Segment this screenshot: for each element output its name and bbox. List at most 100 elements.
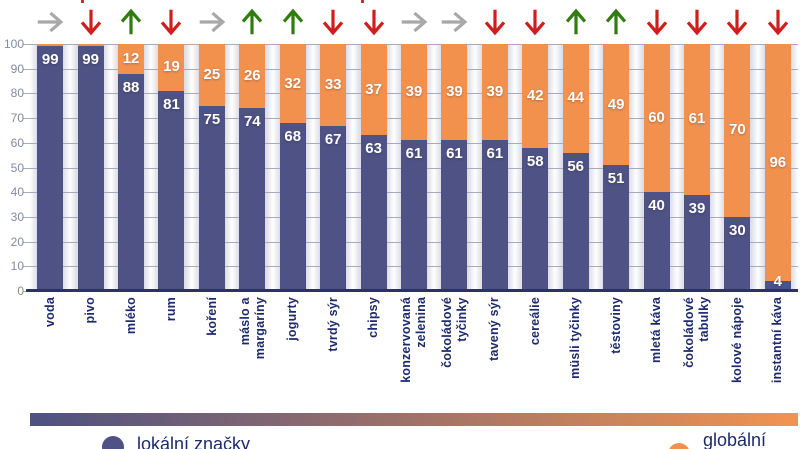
category-label: koření <box>204 297 219 336</box>
category-label: cereálie <box>527 297 542 346</box>
segment-global <box>118 44 145 74</box>
trend-arrow-right-icon <box>394 3 434 41</box>
value-label-global: 96 <box>769 153 787 171</box>
trend-arrow-down-icon <box>475 3 515 41</box>
trend-arrow-down-icon <box>151 3 191 41</box>
category-label: kolové nápoje <box>730 297 744 383</box>
bar-stack: 99 <box>77 44 104 291</box>
category-label-row: voda pivo mléko rum koření máslo a margaríny j… <box>30 297 798 411</box>
category-cell: müsli tyčinky <box>555 297 595 411</box>
y-tick-label: 40 <box>10 185 24 200</box>
segment-local <box>481 140 508 291</box>
plot-area: 99 99 12 88 19 81 25 75 26 74 32 68 33 67 37 63 39 61 39 61… <box>23 44 799 292</box>
category-label: mléko <box>123 297 138 335</box>
trend-arrow-down-icon <box>677 3 717 41</box>
trend-arrow-right-icon <box>30 3 70 41</box>
bar-stack: 70 30 <box>724 44 751 291</box>
value-label-local: 61 <box>446 145 463 163</box>
bar-stack: 33 67 <box>320 44 347 291</box>
category-label: tavený sýr <box>487 297 502 361</box>
trend-arrow-up-icon <box>111 3 151 41</box>
bar-12: 39 61 <box>475 44 515 291</box>
segment-global <box>401 44 427 141</box>
value-label-local: 61 <box>405 145 423 163</box>
bar-stack: 96 4 <box>764 44 791 291</box>
trend-arrow-down-icon <box>353 3 393 41</box>
legend-dot-local-icon <box>102 436 124 449</box>
category-cell: čokoládové tyčinky <box>434 297 474 411</box>
value-label-global: 32 <box>284 74 302 92</box>
category-cell: mletá káva <box>636 297 676 411</box>
bar-18: 70 30 <box>717 44 757 291</box>
trend-arrow-right-icon <box>192 3 232 41</box>
bar-15: 49 51 <box>596 44 636 291</box>
category-cell: jogurty <box>273 297 313 411</box>
trend-arrow-row <box>30 3 798 41</box>
value-label-local: 99 <box>82 51 99 69</box>
category-cell: koření <box>192 297 232 411</box>
category-cell: čokoládové tabulky <box>677 297 717 411</box>
value-label-global: 39 <box>405 83 423 101</box>
value-label-local: 51 <box>607 170 625 188</box>
bar-6: 26 74 <box>232 44 272 291</box>
segment-local <box>239 108 266 291</box>
segment-global <box>643 44 670 193</box>
category-cell: voda <box>30 297 70 411</box>
value-label-local: 56 <box>567 157 585 175</box>
bar-series: 99 99 12 88 19 81 25 75 26 74 32 68 33 67 37 63 39 61 39 61… <box>30 44 798 291</box>
category-cell: cereálie <box>515 297 555 411</box>
value-label-global: 33 <box>324 75 342 93</box>
category-label: máslo a margaríny <box>237 297 267 360</box>
bar-1: 99 <box>30 44 70 291</box>
bar-stack: 37 63 <box>360 44 387 291</box>
category-label: voda <box>42 297 57 327</box>
bar-5: 25 75 <box>192 44 232 291</box>
value-label-local: 68 <box>284 128 302 146</box>
category-cell: instantní káva <box>758 297 798 411</box>
category-label: čokoládové tabulky <box>682 297 711 368</box>
category-cell: tavený sýr <box>475 297 515 411</box>
category-label: instantní káva <box>770 297 785 384</box>
category-cell: kolové nápoje <box>717 297 757 411</box>
trend-arrow-up-icon <box>232 3 272 41</box>
segment-global <box>77 44 104 47</box>
bar-4: 19 81 <box>151 44 191 291</box>
value-label-local: 63 <box>365 140 382 158</box>
category-label: jogurty <box>285 297 300 341</box>
value-label-local: 75 <box>203 110 221 128</box>
category-cell: máslo a margaríny <box>232 297 272 411</box>
segment-local <box>562 152 589 291</box>
y-tick-label: 20 <box>10 234 24 249</box>
y-tick-label: 50 <box>10 160 24 175</box>
bar-14: 44 56 <box>555 44 595 291</box>
trend-arrow-down-icon <box>636 3 676 41</box>
segment-local <box>118 73 145 291</box>
segment-global <box>320 44 347 126</box>
bar-stack: 25 75 <box>198 44 225 291</box>
value-label-local: 61 <box>486 145 504 163</box>
segment-global <box>522 44 549 148</box>
bar-7: 32 68 <box>273 44 313 291</box>
segment-local <box>643 192 670 291</box>
legend-item-global: globální značky <box>668 430 800 449</box>
value-label-global: 42 <box>526 86 544 104</box>
bar-stack: 60 40 <box>643 44 670 291</box>
trend-arrow-up-icon <box>596 3 636 41</box>
segment-local <box>401 140 427 291</box>
segment-local <box>603 165 630 291</box>
gradient-divider-bar <box>30 413 798 426</box>
segment-local <box>279 123 306 291</box>
trend-arrow-right-icon <box>434 3 474 41</box>
bar-10: 39 61 <box>394 44 434 291</box>
trend-arrow-up-icon <box>555 3 595 41</box>
bar-8: 33 67 <box>313 44 353 291</box>
bar-2: 99 <box>70 44 110 291</box>
y-tick-label: 60 <box>10 135 24 150</box>
category-cell: těstoviny <box>596 297 636 411</box>
y-tick-label: 80 <box>10 86 24 101</box>
segment-local <box>37 46 64 291</box>
value-label-local: 81 <box>163 95 180 113</box>
value-label-global: 44 <box>567 89 585 107</box>
bar-stack: 61 39 <box>683 44 710 291</box>
segment-global <box>37 44 64 47</box>
